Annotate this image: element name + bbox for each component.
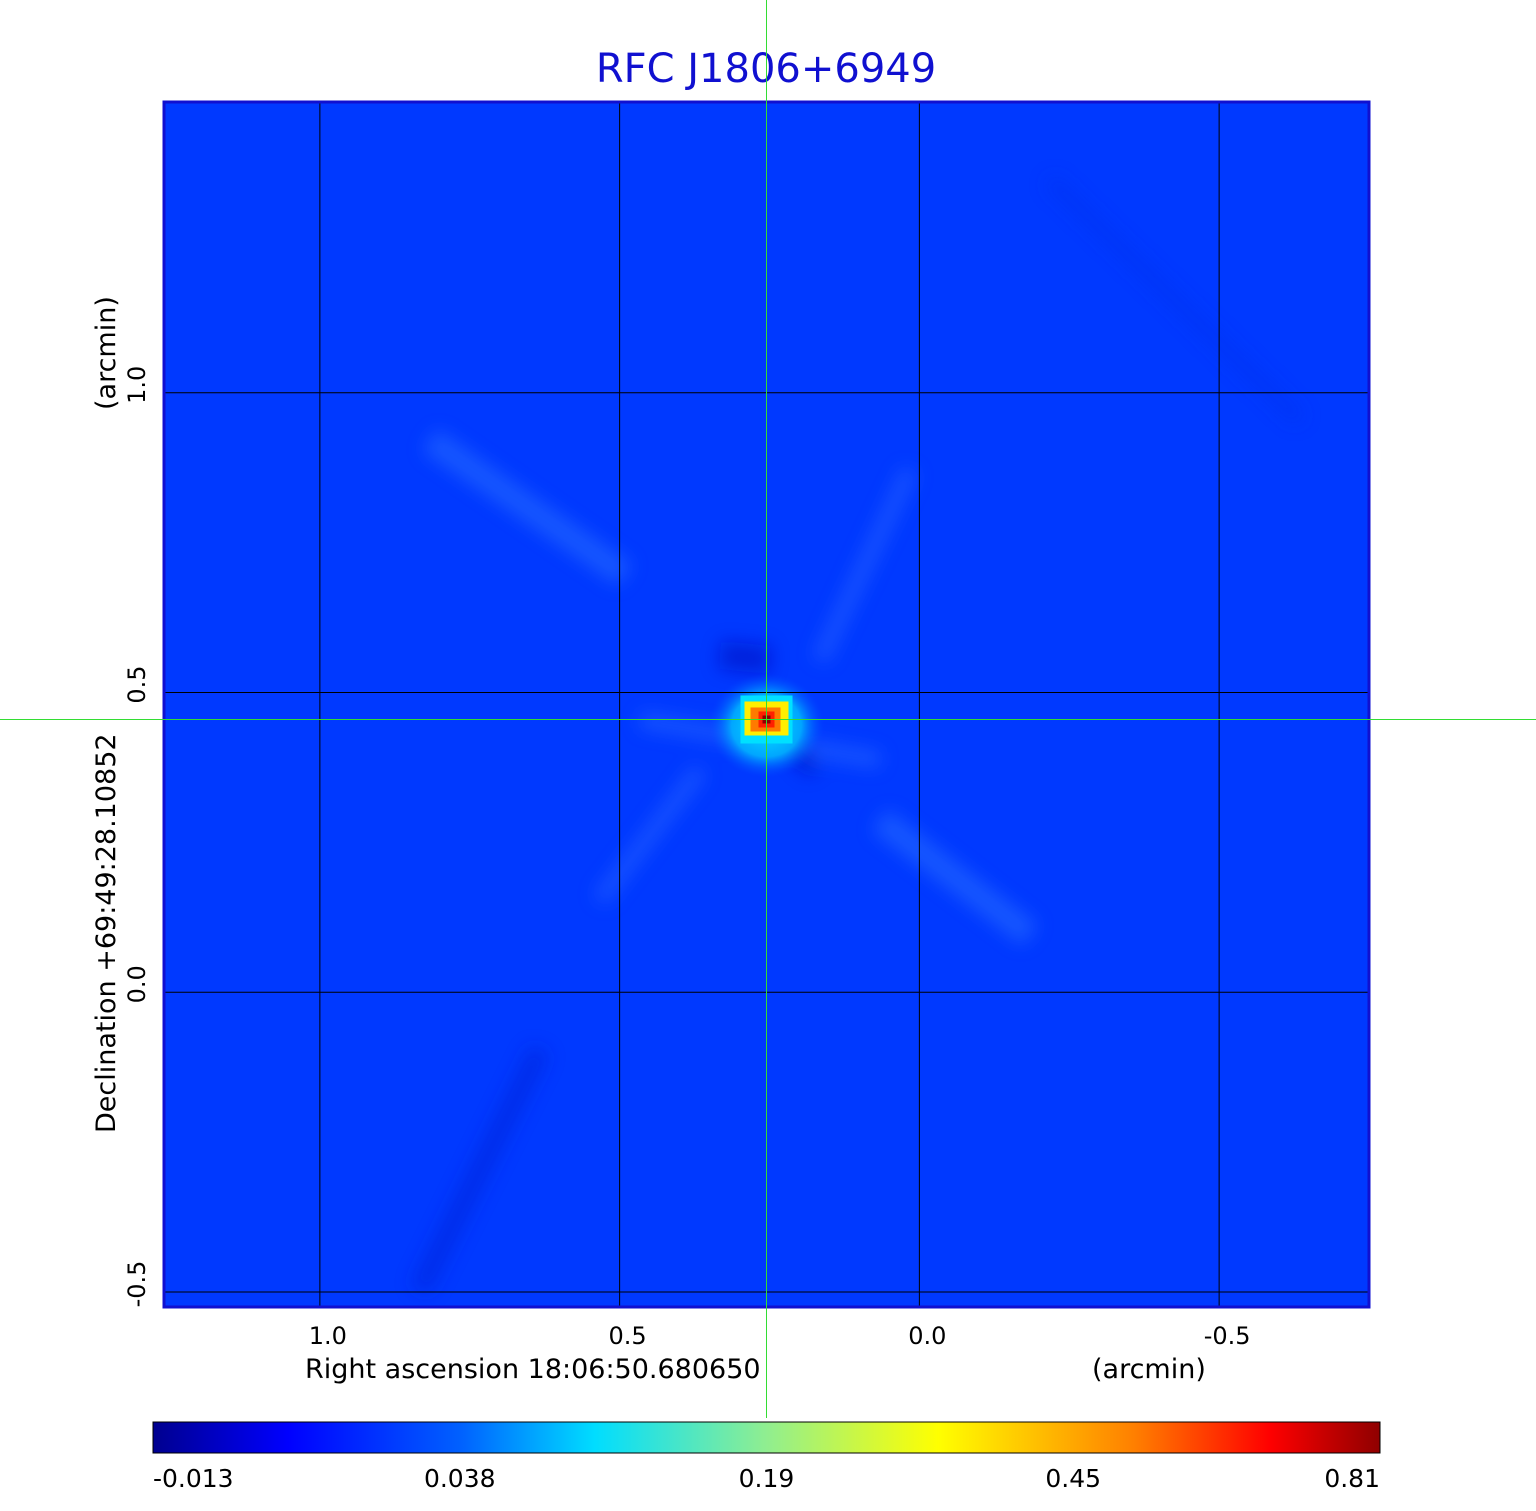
colorbar-label: -0.013 — [153, 1464, 234, 1493]
y-axis-label: Declination +69:49:28.10852 — [91, 733, 122, 1133]
colorbar: -0.013 0.038 0.19 0.45 0.81 — [152, 1421, 1381, 1493]
y-axis-unit: (arcmin) — [91, 296, 122, 410]
x-tick-label: 0.5 — [609, 1322, 647, 1350]
crosshair — [0, 0, 1536, 1418]
x-axis-label: Right ascension 18:06:50.680650 — [305, 1354, 761, 1385]
x-tick-labels: 1.0 0.5 0.0 -0.5 — [309, 1322, 1251, 1350]
colorbar-label: 0.45 — [1045, 1464, 1101, 1493]
colorbar-label: 0.038 — [424, 1464, 496, 1493]
x-axis-unit: (arcmin) — [1092, 1354, 1206, 1385]
colorbar-label: 0.81 — [1324, 1464, 1380, 1493]
y-tick-label: 1.0 — [123, 366, 151, 404]
x-tick-label: 1.0 — [309, 1322, 347, 1350]
x-tick-label: -0.5 — [1204, 1322, 1251, 1350]
y-tick-label: 0.0 — [123, 965, 151, 1003]
sidelobe-streaks — [411, 174, 1305, 1295]
y-tick-labels: 1.0 0.5 0.0 -0.5 — [123, 366, 151, 1308]
colorbar-labels: -0.013 0.038 0.19 0.45 0.81 — [153, 1464, 1380, 1493]
colorbar-label: 0.19 — [739, 1464, 795, 1493]
y-tick-label: 0.5 — [123, 665, 151, 703]
y-tick-label: -0.5 — [123, 1261, 151, 1308]
colorbar-gradient — [152, 1421, 1381, 1454]
x-tick-label: 0.0 — [908, 1322, 946, 1350]
